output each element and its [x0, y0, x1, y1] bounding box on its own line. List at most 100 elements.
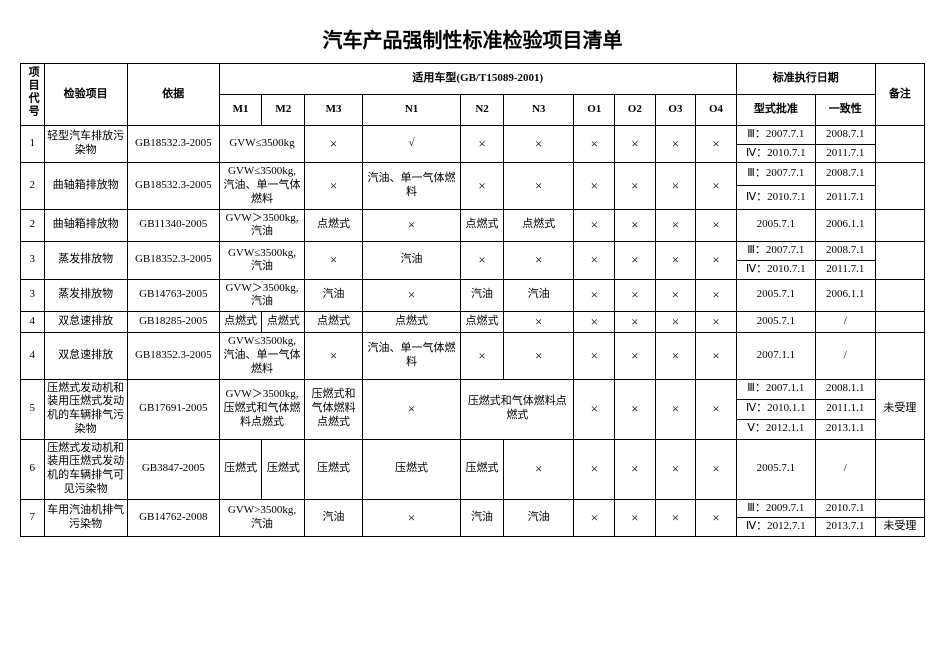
cell-date-approve: Ⅲ：2007.7.1: [736, 163, 815, 186]
cell-n2: 点燃式: [461, 209, 504, 242]
cell-note: 未受理: [875, 379, 924, 439]
cell-note: [875, 242, 924, 280]
cell-date-consist: /: [815, 312, 875, 333]
cell-idx: 3: [21, 279, 45, 312]
cell-m1m2: GVW＞3500kg, 汽油: [219, 279, 304, 312]
cell-note: [875, 312, 924, 333]
cell-o2: ×: [615, 242, 656, 280]
cell-note: [875, 333, 924, 379]
cell-o1: ×: [574, 439, 615, 499]
col-m1: M1: [219, 94, 262, 125]
cell-date-consist: 2008.7.1: [815, 163, 875, 186]
cell-m3: 汽油: [305, 499, 363, 537]
cell-n1: ×: [362, 499, 460, 537]
cell-date-approve: Ⅲ：2007.7.1: [736, 242, 815, 261]
cell-note: [875, 163, 924, 209]
cell-m1m2: GVW≤3500kg, 汽油、单一气体燃料: [219, 163, 304, 209]
cell-date-consist: 2006.1.1: [815, 279, 875, 312]
cell-date-approve: Ⅳ：2010.7.1: [736, 144, 815, 163]
cell-m1m2: GVW>3500kg, 汽油: [219, 499, 304, 537]
col-n2: N2: [461, 94, 504, 125]
cell-idx: 3: [21, 242, 45, 280]
cell-m3: 点燃式: [305, 209, 363, 242]
col-n3: N3: [503, 94, 574, 125]
cell-m3: ×: [305, 125, 363, 163]
cell-item: 压燃式发动机和装用压燃式发动机的车辆排气污染物: [44, 379, 127, 439]
cell-o2: ×: [615, 163, 656, 209]
cell-n2: 点燃式: [461, 312, 504, 333]
cell-o4: ×: [696, 125, 737, 163]
page-title: 汽车产品强制性标准检验项目清单: [20, 24, 925, 53]
cell-basis: GB3847-2005: [127, 439, 219, 499]
cell-o2: ×: [615, 209, 656, 242]
col-d1: 型式批准: [736, 94, 815, 125]
cell-date-approve: 2007.1.1: [736, 333, 815, 379]
cell-n3: 点燃式: [503, 209, 574, 242]
col-o1: O1: [574, 94, 615, 125]
cell-o1: ×: [574, 242, 615, 280]
cell-o2: ×: [615, 439, 656, 499]
cell-basis: GB18532.3-2005: [127, 163, 219, 209]
table-row: 6 压燃式发动机和装用压燃式发动机的车辆排气可见污染物 GB3847-2005 …: [21, 439, 925, 499]
cell-date-approve: Ⅲ：2007.1.1: [736, 379, 815, 399]
cell-date-consist: 2008.7.1: [815, 125, 875, 144]
cell-o1: ×: [574, 209, 615, 242]
cell-o2: ×: [615, 333, 656, 379]
cell-o4: ×: [696, 279, 737, 312]
cell-idx: 2: [21, 209, 45, 242]
cell-item: 蒸发排放物: [44, 242, 127, 280]
cell-date-consist: 2008.7.1: [815, 242, 875, 261]
cell-n1: ×: [362, 379, 460, 439]
cell-note: [875, 209, 924, 242]
cell-n1: √: [362, 125, 460, 163]
document-page: 汽车产品强制性标准检验项目清单 项目代号 检验项目 依据 适用车型(GB/T15…: [0, 0, 945, 669]
col-basis: 依据: [127, 64, 219, 126]
cell-n1: ×: [362, 279, 460, 312]
cell-o2: ×: [615, 279, 656, 312]
cell-item: 曲轴箱排放物: [44, 163, 127, 209]
cell-date-consist: /: [815, 333, 875, 379]
cell-n3: 汽油: [503, 279, 574, 312]
cell-n3: ×: [503, 163, 574, 209]
cell-date-consist: 2010.7.1: [815, 499, 875, 518]
col-n1: N1: [362, 94, 460, 125]
cell-date-approve: Ⅴ：2012.1.1: [736, 419, 815, 439]
table-header-row: 项目代号 检验项目 依据 适用车型(GB/T15089-2001) 标准执行日期…: [21, 64, 925, 95]
cell-n2n3: 压燃式和气体燃料点燃式: [461, 379, 574, 439]
col-o4: O4: [696, 94, 737, 125]
cell-item: 压燃式发动机和装用压燃式发动机的车辆排气可见污染物: [44, 439, 127, 499]
cell-note: [875, 125, 924, 163]
cell-n3: 汽油: [503, 499, 574, 537]
cell-o4: ×: [696, 163, 737, 209]
cell-idx: 7: [21, 499, 45, 537]
cell-n3: ×: [503, 312, 574, 333]
cell-o2: ×: [615, 312, 656, 333]
cell-m1: 点燃式: [219, 312, 262, 333]
cell-date-approve: Ⅲ：2009.7.1: [736, 499, 815, 518]
table-row: 3 蒸发排放物 GB14763-2005 GVW＞3500kg, 汽油 汽油 ×…: [21, 279, 925, 312]
cell-item: 双怠速排放: [44, 312, 127, 333]
cell-date-approve: Ⅳ：2010.1.1: [736, 399, 815, 419]
cell-basis: GB17691-2005: [127, 379, 219, 439]
cell-n3: ×: [503, 439, 574, 499]
cell-n2: ×: [461, 163, 504, 209]
cell-o4: ×: [696, 242, 737, 280]
cell-o2: ×: [615, 125, 656, 163]
standards-table: 项目代号 检验项目 依据 适用车型(GB/T15089-2001) 标准执行日期…: [20, 63, 925, 537]
cell-item: 曲轴箱排放物: [44, 209, 127, 242]
cell-date-approve: 2005.7.1: [736, 439, 815, 499]
cell-idx: 4: [21, 312, 45, 333]
col-vehicle-group: 适用车型(GB/T15089-2001): [219, 64, 736, 95]
cell-date-consist: 2013.1.1: [815, 419, 875, 439]
cell-date-approve: Ⅳ：2012.7.1: [736, 518, 815, 537]
table-row: 7 车用汽油机排气污染物 GB14762-2008 GVW>3500kg, 汽油…: [21, 499, 925, 518]
cell-o1: ×: [574, 333, 615, 379]
cell-basis: GB18352.3-2005: [127, 333, 219, 379]
cell-o1: ×: [574, 499, 615, 537]
cell-m1m2: GVW＞3500kg, 汽油: [219, 209, 304, 242]
cell-note: [875, 499, 924, 518]
cell-n2: 汽油: [461, 279, 504, 312]
cell-date-approve: Ⅲ：2007.7.1: [736, 125, 815, 144]
col-o3: O3: [655, 94, 696, 125]
cell-note: [875, 279, 924, 312]
